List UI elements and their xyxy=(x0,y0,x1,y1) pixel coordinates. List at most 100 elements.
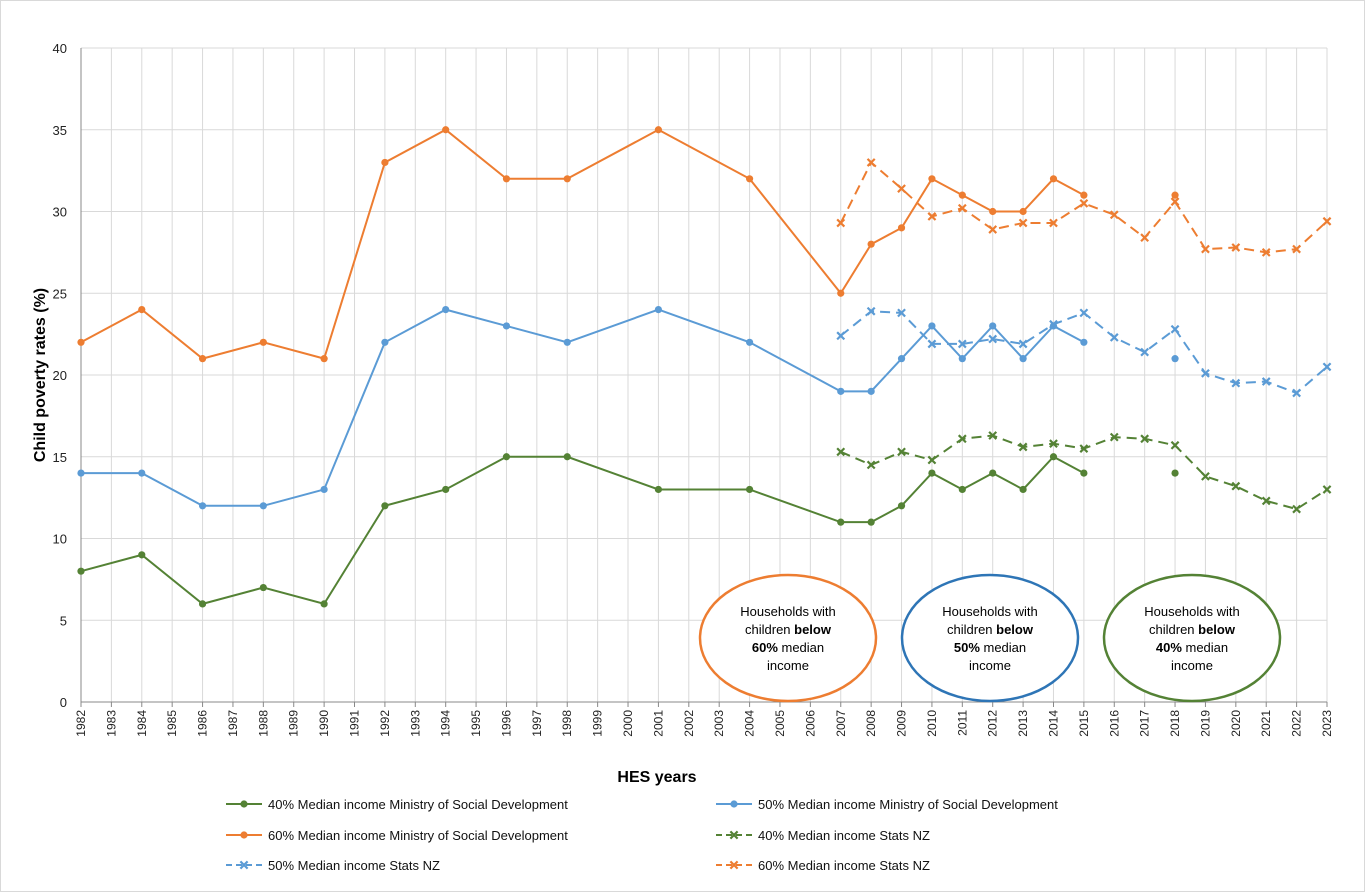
data-point xyxy=(989,322,997,330)
data-point xyxy=(320,355,328,363)
data-point xyxy=(745,485,754,494)
legend-label: 60% Median income Ministry of Social Dev… xyxy=(268,828,568,843)
data-point xyxy=(1109,432,1119,442)
y-tick-label: 0 xyxy=(60,695,67,710)
y-tick-label: 10 xyxy=(53,532,67,547)
annotation-text-part: income xyxy=(767,658,809,673)
x-tick-label: 2014 xyxy=(1046,710,1060,737)
series-line xyxy=(80,128,1085,360)
legend-item-1: 40% Median income Ministry of Social Dev… xyxy=(226,797,568,812)
annotation-text-part: median xyxy=(778,640,824,655)
x-tick-label: 1996 xyxy=(499,710,513,737)
data-point xyxy=(897,447,906,457)
data-point xyxy=(1201,244,1210,254)
legend-swatch-marker xyxy=(239,860,249,870)
data-point xyxy=(502,175,511,183)
data-point xyxy=(928,469,936,477)
x-tick-label: 1989 xyxy=(287,710,301,737)
x-tick-label: 2006 xyxy=(803,710,817,737)
annotation-text-part: income xyxy=(1171,658,1213,673)
data-point xyxy=(1079,308,1089,318)
x-tick-label: 1985 xyxy=(165,710,179,737)
data-point xyxy=(836,331,846,341)
annotation-1: Households with children below 60% median i… xyxy=(698,573,878,703)
x-tick-label: 2018 xyxy=(1168,710,1182,737)
annotation-text: children below xyxy=(947,622,1034,637)
x-tick-label: 1990 xyxy=(317,710,331,737)
annotation-text-part: median xyxy=(1182,640,1228,655)
annotation-text: 50% median xyxy=(954,640,1026,655)
data-point xyxy=(1109,210,1119,220)
data-point xyxy=(198,502,207,510)
series-1 xyxy=(77,453,1179,608)
y-tick-label: 30 xyxy=(53,205,67,220)
y-tick-label: 20 xyxy=(53,368,67,383)
x-tick-label: 2017 xyxy=(1138,710,1152,737)
legend-label: 40% Median income Ministry of Social Dev… xyxy=(268,797,568,812)
data-point xyxy=(927,212,937,221)
data-point xyxy=(837,289,845,297)
data-point xyxy=(320,600,328,608)
x-tick-label: 2002 xyxy=(682,710,696,737)
x-tick-label: 2022 xyxy=(1290,710,1304,737)
data-point xyxy=(989,207,997,216)
series-3 xyxy=(77,126,1179,363)
annotation-text-part: median xyxy=(980,640,1026,655)
data-point xyxy=(897,502,906,510)
data-point xyxy=(867,518,875,526)
annotation-text-part: Households with xyxy=(942,604,1037,619)
y-tick-label: 5 xyxy=(60,613,67,628)
legend-swatch-marker xyxy=(729,830,739,840)
annotation-ellipse xyxy=(698,573,878,703)
data-point xyxy=(1231,378,1241,388)
data-point xyxy=(927,339,937,349)
series-6 xyxy=(836,158,1332,257)
data-point xyxy=(866,460,876,470)
x-tick-label: 1995 xyxy=(469,710,483,737)
legend-item-3: 60% Median income Ministry of Social Dev… xyxy=(226,828,568,843)
data-point xyxy=(1079,198,1089,208)
annotation-text: 60% median xyxy=(752,640,824,655)
annotation-text-part: Households with xyxy=(740,604,835,619)
x-tick-label: 2023 xyxy=(1320,710,1334,737)
data-point xyxy=(957,203,967,213)
x-tick-label: 2001 xyxy=(651,710,665,737)
x-tick-label: 1986 xyxy=(196,710,210,737)
data-point xyxy=(1049,439,1058,449)
annotation-text-part: 50% xyxy=(954,640,980,655)
y-tick-label: 40 xyxy=(53,41,67,56)
data-point xyxy=(138,306,146,314)
data-point xyxy=(77,338,85,346)
annotation-text: Households with xyxy=(740,604,835,619)
annotation-text-part: below xyxy=(794,622,832,637)
x-tick-label: 2016 xyxy=(1107,710,1121,737)
legend-item-4: 40% Median income Stats NZ xyxy=(716,828,930,843)
x-tick-label: 1984 xyxy=(135,710,149,737)
annotation-text: income xyxy=(1171,658,1213,673)
x-tick-label: 1992 xyxy=(378,710,392,737)
data-point xyxy=(1140,347,1150,357)
data-point xyxy=(381,158,389,167)
legend-swatch-marker xyxy=(240,831,248,839)
data-point xyxy=(1231,243,1241,252)
data-point xyxy=(1140,233,1150,243)
x-tick-label: 1983 xyxy=(104,710,118,737)
x-tick-label: 2008 xyxy=(864,710,878,737)
data-point xyxy=(442,306,450,314)
annotation-3: Households with children below 40% median i… xyxy=(1102,573,1282,703)
data-point xyxy=(836,447,846,457)
data-point xyxy=(1019,355,1027,363)
data-point xyxy=(897,224,906,232)
annotation-text: 40% median xyxy=(1156,640,1228,655)
data-point xyxy=(1231,481,1241,491)
data-point xyxy=(1170,197,1180,207)
x-tick-label: 1997 xyxy=(530,710,544,737)
series-2 xyxy=(77,306,1179,510)
data-point xyxy=(259,502,267,510)
data-point xyxy=(563,175,571,183)
data-point xyxy=(1292,388,1301,398)
annotation-text-part: children xyxy=(947,622,996,637)
annotation-2: Households with children below 50% median i… xyxy=(900,573,1080,703)
annotation-text-part: 40% xyxy=(1156,640,1182,655)
